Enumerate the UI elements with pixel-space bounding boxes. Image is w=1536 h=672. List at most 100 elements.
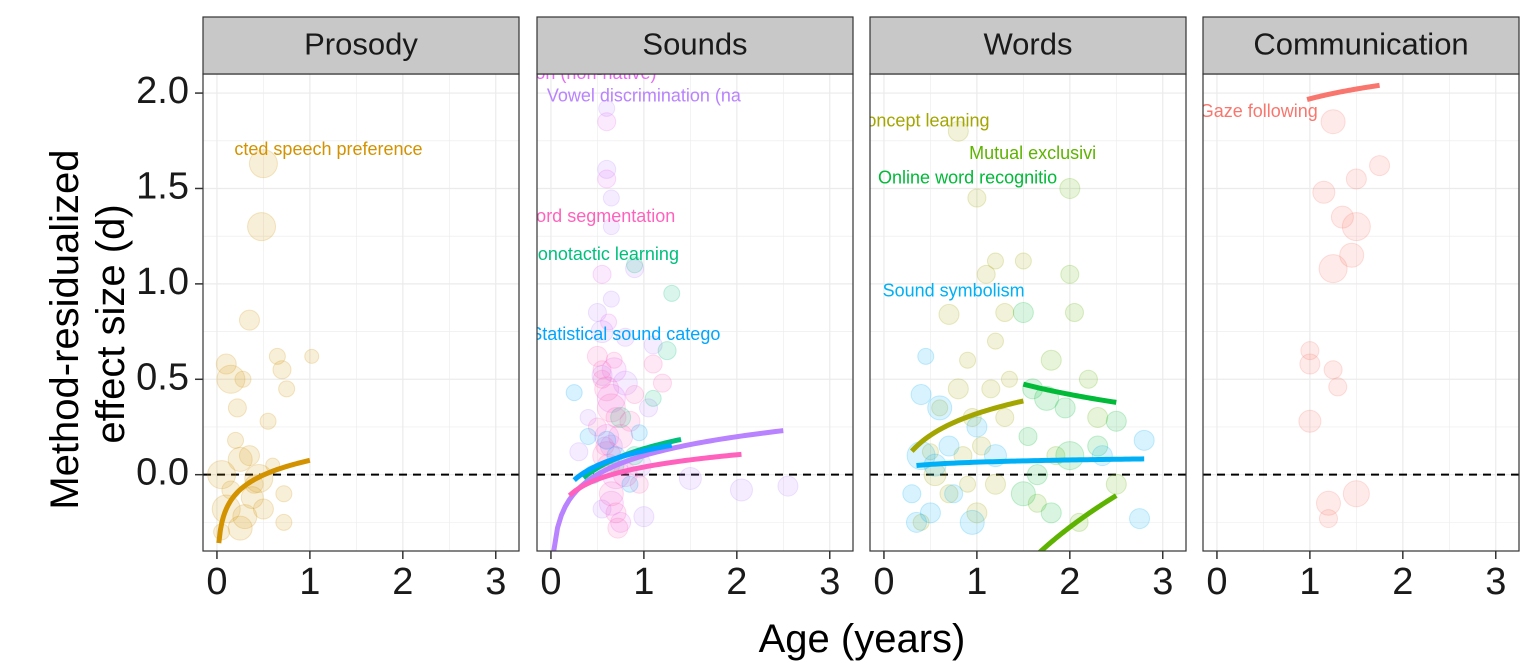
- data-point: [227, 431, 245, 449]
- data-point: [591, 364, 613, 386]
- x-tick-label: 3: [1152, 561, 1173, 603]
- x-ticks-prosody: 0 1 2 3: [206, 551, 506, 603]
- x-tick-label: 0: [873, 561, 894, 603]
- y-axis-title-line-2: effect size (d): [89, 204, 133, 443]
- x-tick-label: 1: [1299, 561, 1320, 603]
- data-point: [1345, 168, 1367, 190]
- points-gaze-following: [1298, 109, 1391, 529]
- data-point: [594, 376, 620, 402]
- data-point: [569, 442, 589, 462]
- data-point: [1330, 205, 1354, 229]
- y-tick-label: 2.0: [136, 70, 189, 112]
- data-point: [1328, 377, 1348, 397]
- panel-content: Gaze following: [1200, 82, 1391, 529]
- data-point: [678, 466, 702, 490]
- data-point: [278, 380, 296, 398]
- strip-label-prosody: Prosody: [304, 27, 418, 62]
- data-point: [579, 428, 597, 446]
- data-point: [594, 424, 620, 450]
- data-point: [592, 369, 612, 389]
- data-point: [652, 373, 672, 393]
- data-point: [1054, 397, 1076, 419]
- data-point: [1064, 303, 1084, 322]
- x-tick-label: 0: [206, 561, 227, 603]
- x-tick-label: 1: [299, 561, 320, 603]
- data-point: [1342, 480, 1370, 508]
- panel-grid: [537, 74, 853, 551]
- curve-label-mutual-exclusivity: Mutual exclusivi: [969, 143, 1096, 163]
- data-point: [1000, 370, 1018, 388]
- data-point: [1320, 109, 1346, 135]
- data-point: [1060, 264, 1080, 284]
- data-point: [981, 379, 1001, 399]
- data-point: [629, 474, 649, 494]
- curve-label-sound-symbolism: Sound symbolism: [883, 280, 1025, 300]
- data-point: [595, 436, 615, 456]
- data-point: [598, 490, 624, 516]
- x-tick-label: 0: [540, 561, 561, 603]
- data-point: [304, 348, 320, 364]
- data-point: [984, 473, 1006, 495]
- data-point: [605, 406, 627, 428]
- y-axis-title-line-1: Method-residualized: [43, 149, 87, 509]
- data-point: [586, 345, 608, 367]
- data-point: [597, 112, 617, 132]
- data-point: [912, 513, 930, 531]
- data-point: [995, 407, 1015, 427]
- x-tick-label: 1: [966, 561, 987, 603]
- data-point: [248, 149, 278, 179]
- data-point: [633, 506, 655, 528]
- data-point: [602, 218, 620, 236]
- data-point: [621, 475, 639, 493]
- fit-curve-vowel-discrimination-native-: [551, 428, 784, 551]
- data-point: [599, 434, 623, 458]
- y-tick-label: 1.5: [136, 166, 189, 208]
- x-tick-label: 2: [726, 561, 747, 603]
- curve-label-gaze-following: Gaze following: [1200, 101, 1318, 121]
- data-point: [1018, 427, 1038, 447]
- points-word-segmentation: [586, 345, 672, 539]
- data-point: [663, 284, 681, 302]
- data-point: [238, 445, 260, 467]
- panel-grid: [870, 74, 1186, 551]
- x-ticks-sounds: 0 1 2 3: [540, 551, 840, 603]
- data-point: [1315, 490, 1341, 516]
- data-point: [1026, 464, 1048, 486]
- curve-label-label-advantage-in-concept-learning: antage in concept learning: [778, 110, 989, 130]
- curve-label-vowel-discrimination-native-: Vowel discrimination (na: [547, 86, 742, 106]
- panel-prosody: cted speech preference Prosody: [202, 16, 520, 552]
- data-point: [643, 354, 663, 374]
- data-point: [610, 511, 632, 533]
- data-point: [917, 347, 935, 365]
- data-point: [610, 406, 632, 428]
- panel-grid: [1203, 74, 1519, 551]
- curve-label-word-segmentation: Word segmentation: [520, 206, 676, 226]
- data-point: [268, 347, 286, 365]
- data-point: [275, 485, 293, 503]
- data-point: [902, 484, 922, 504]
- data-point: [598, 481, 624, 507]
- data-point: [947, 120, 969, 142]
- data-point: [972, 436, 992, 456]
- data-point: [967, 188, 987, 208]
- data-point: [938, 303, 960, 325]
- data-point: [657, 341, 677, 361]
- data-point: [1369, 155, 1391, 177]
- data-point: [995, 303, 1015, 322]
- data-point: [232, 504, 258, 530]
- data-point: [910, 384, 932, 406]
- data-point: [939, 484, 959, 504]
- curve-label-statistical-sound-category-learning: Statistical sound catego: [530, 324, 720, 344]
- data-point: [944, 484, 964, 504]
- data-point: [1087, 435, 1109, 457]
- data-point: [1129, 508, 1151, 530]
- fit-curve-ids-preference: [216, 457, 311, 544]
- data-point: [619, 410, 641, 432]
- data-point: [1312, 180, 1336, 204]
- data-point: [1040, 502, 1062, 524]
- panel-content: cted speech preference: [207, 139, 423, 544]
- y-axis-title: Method-residualized effect size (d): [43, 138, 133, 509]
- data-point: [959, 509, 985, 535]
